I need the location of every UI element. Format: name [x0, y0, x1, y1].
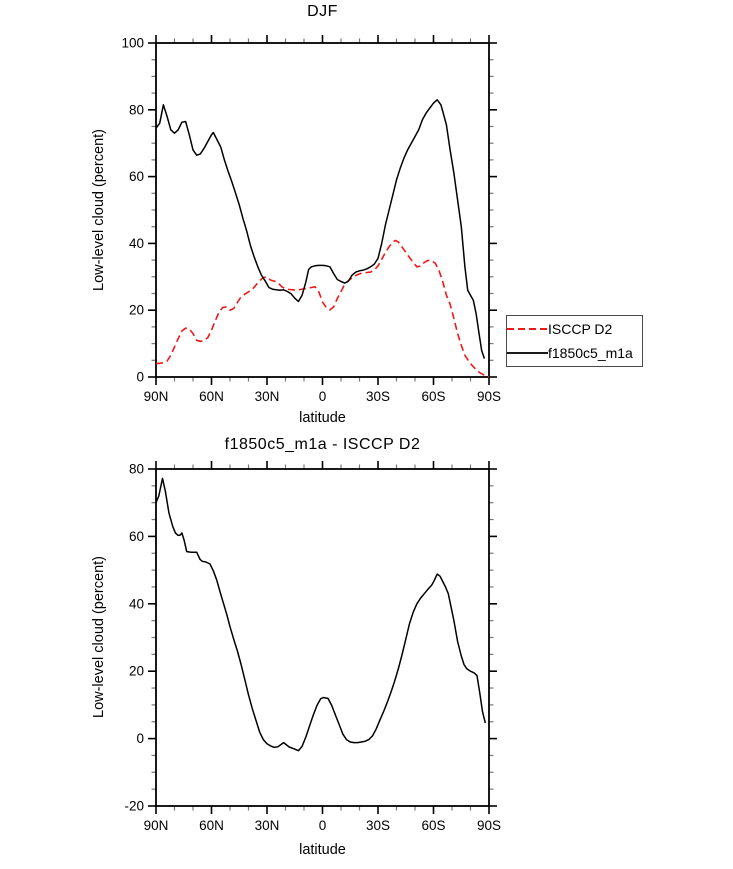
major-ticks	[148, 461, 497, 814]
legend-label: f1850c5_m1a	[548, 345, 633, 362]
x-tick-label: 90S	[477, 389, 501, 404]
x-tick-label: 60N	[199, 389, 224, 404]
x-tick-label: 60S	[421, 818, 445, 833]
bottom-panel-x-axis-label: latitude	[299, 842, 346, 858]
y-tick-label: 80	[129, 102, 144, 117]
y-tick-label: 40	[129, 236, 144, 251]
tick-labels: 90N 60N 30N 0 30S 60S 90S -20 0 20 40 60 80	[124, 462, 501, 834]
y-tick-label: -20	[124, 799, 144, 814]
x-tick-label: 0	[319, 389, 327, 404]
minor-ticks	[151, 38, 494, 382]
legend-entry-isccp-d2: ISCCP D2	[507, 317, 642, 341]
x-tick-label: 90N	[144, 389, 169, 404]
curve-f1850c5-m1a	[155, 99, 486, 359]
panel-top: 90N 60N 30N 0 30S 60S 90S 0 20 40 60 80 100	[121, 35, 501, 404]
x-tick-label: 30S	[366, 818, 390, 833]
x-tick-label: 30N	[255, 389, 280, 404]
legend-label: ISCCP D2	[548, 320, 613, 337]
x-tick-label: 90N	[144, 818, 169, 833]
x-tick-label: 30N	[255, 818, 280, 833]
y-tick-label: 80	[129, 462, 144, 477]
plot-frame	[155, 42, 490, 378]
x-tick-label: 30S	[366, 389, 390, 404]
y-tick-label: 40	[129, 596, 144, 611]
minor-ticks	[151, 464, 494, 811]
x-tick-label: 90S	[477, 818, 501, 833]
legend-entry-f1850c5-m1a: f1850c5_m1a	[507, 341, 642, 365]
y-tick-label: 0	[136, 731, 144, 746]
top-panel-x-axis-label: latitude	[299, 410, 346, 426]
legend-line-sample-dashed-red	[507, 327, 548, 330]
x-tick-label: 60N	[199, 818, 224, 833]
curve-isccp-d2	[155, 239, 490, 378]
x-tick-label: 60S	[421, 389, 445, 404]
top-panel-title: DJF	[307, 3, 338, 20]
y-tick-label: 0	[136, 370, 144, 385]
tick-labels: 90N 60N 30N 0 30S 60S 90S 0 20 40 60 80 100	[121, 36, 501, 405]
y-tick-label: 60	[129, 529, 144, 544]
panel-bottom: 90N 60N 30N 0 30S 60S 90S -20 0 20 40 60 80	[124, 461, 501, 833]
curve-f1850c5-m1a-isccp-d2	[155, 477, 487, 752]
legend-line-sample-solid-black	[507, 352, 548, 355]
x-tick-label: 0	[319, 818, 327, 833]
plot-frame	[155, 468, 490, 807]
y-tick-label: 100	[121, 36, 144, 51]
legend: ISCCP D2 f1850c5_m1a	[506, 315, 643, 367]
y-tick-label: 20	[129, 664, 144, 679]
bottom-panel-title: f1850c5_m1a - ISCCP D2	[224, 436, 421, 453]
y-tick-label: 20	[129, 303, 144, 318]
major-ticks	[148, 35, 497, 385]
y-tick-label: 60	[129, 169, 144, 184]
